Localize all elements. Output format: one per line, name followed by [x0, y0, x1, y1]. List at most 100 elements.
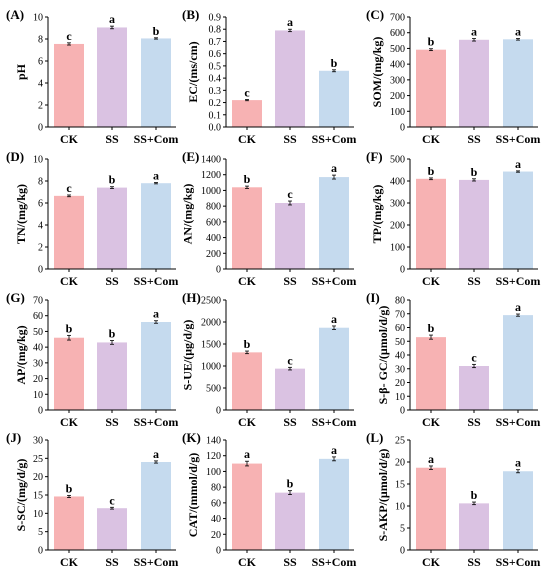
panel-h-label: (H)	[182, 290, 201, 305]
panel-g-x-tick-label: CK	[60, 415, 79, 429]
panel-c-y-tick-label: 500	[390, 44, 405, 55]
panel-b-bar-ss-com	[319, 70, 349, 127]
panel-g-y-tick-label: 0	[38, 406, 43, 417]
panel-i-bar-ss	[459, 366, 489, 410]
panel-a-y-tick-label: 8	[38, 35, 43, 46]
panel-d-y-tick-label: 6	[38, 199, 43, 210]
panel-e-y-tick-label: 200	[206, 249, 221, 260]
panel-a-y-tick-label: 6	[38, 57, 43, 68]
panel-k-x-tick-label: CK	[238, 555, 257, 567]
panel-g-significance-letter: a	[153, 307, 159, 321]
panel-h-bar-ss	[275, 368, 305, 410]
panel-g-y-tick-label: 10	[33, 390, 43, 401]
panel-d-y-axis-label: TN/(mg/kg)	[14, 184, 28, 244]
panel-h-significance-letter: c	[287, 353, 293, 367]
panel-c-y-tick-label: 400	[390, 60, 405, 71]
panel-h-significance-letter: b	[244, 337, 251, 351]
panel-j-label: (J)	[6, 430, 21, 445]
panel-c-significance-letter: a	[471, 25, 477, 39]
panel-f-y-tick-label: 100	[390, 243, 405, 254]
panel-b-y-tick-label: 0.0	[209, 123, 222, 134]
panel-d-bar-ss-com	[141, 183, 171, 269]
panel-h-x-tick-label: SS	[283, 415, 297, 429]
panel-b-y-axis-label: EC/(ms/cm)	[186, 41, 200, 102]
panel-e-x-tick-label: CK	[238, 274, 257, 288]
panel-b-y-tick-label: 0.8	[209, 25, 222, 36]
panel-i-y-tick-label: 0	[400, 406, 405, 417]
panel-g-y-tick-label: 70	[33, 296, 43, 307]
panel-c-x-tick-label: CK	[422, 132, 441, 146]
panel-a-y-tick-label: 10	[33, 13, 43, 24]
panel-i-significance-letter: c	[471, 350, 477, 364]
panel-f-x-tick-label: SS+Com	[496, 274, 541, 288]
panel-e-x-tick-label: SS+Com	[312, 274, 357, 288]
panel-e-y-tick-label: 1000	[201, 186, 221, 197]
panel-i-x-tick-label: SS	[467, 415, 481, 429]
panel-j-significance-letter: b	[66, 481, 73, 495]
panel-j-significance-letter: a	[153, 447, 159, 461]
panel-a-x-tick-label: SS+Com	[134, 132, 179, 146]
panel-b-label: (B)	[182, 7, 199, 22]
panel-d-x-tick-label: CK	[60, 274, 79, 288]
panel-k-x-tick-label: SS	[283, 555, 297, 567]
panel-g-bar-ss-com	[141, 322, 171, 410]
panel-d-x-tick-label: SS	[105, 274, 119, 288]
panel-a-y-axis-label: pH	[14, 63, 28, 80]
panel-k-y-tick-label: 0	[216, 546, 221, 557]
panel-j-y-tick-label: 20	[33, 472, 43, 483]
panel-h-y-tick-label: 500	[206, 384, 221, 395]
panel-c-y-tick-label: 300	[390, 75, 405, 86]
panel-l-y-tick-label: 15	[395, 480, 405, 491]
panel-l-y-axis-label: S-AKP/(μmol/d/g)	[376, 449, 390, 542]
panel-g-bar-ck	[54, 337, 84, 410]
panel-d-y-tick-label: 0	[38, 265, 43, 276]
panel-j-y-tick-label: 0	[38, 546, 43, 557]
panel-g-y-tick-label: 60	[33, 311, 43, 322]
panel-g-y-tick-label: 40	[33, 343, 43, 354]
panel-d-bar-ck	[54, 195, 84, 269]
panel-c-y-tick-label: 0	[400, 123, 405, 134]
panel-e-bar-ss-com	[319, 177, 349, 269]
panel-h-y-tick-label: 2500	[201, 296, 221, 307]
panel-e-y-tick-label: 400	[206, 233, 221, 244]
panel-h-bar-ck	[232, 352, 262, 410]
panel-c-y-axis-label: SOM/(mg/kg)	[370, 37, 384, 108]
panel-j-y-tick-label: 30	[33, 436, 43, 447]
panel-b-y-tick-label: 0.5	[209, 61, 222, 72]
panel-d-label: (D)	[6, 149, 24, 164]
panel-f-bar-ss	[459, 179, 489, 269]
panel-l-significance-letter: b	[471, 488, 478, 502]
panel-j-y-axis-label: S-SC/(mg/d/g)	[14, 459, 28, 532]
panel-a-bar-ss	[97, 27, 127, 128]
panel-b-y-tick-label: 0.2	[209, 98, 222, 109]
panel-j-bar-ss	[97, 508, 127, 550]
panel-i-y-tick-label: 70	[395, 309, 405, 320]
panel-e-y-tick-label: 0	[216, 265, 221, 276]
panel-i-label: (I)	[366, 290, 380, 305]
panel-l-bar-ss-com	[503, 471, 533, 550]
panel-j-significance-letter: c	[109, 493, 115, 507]
panel-b-bar-ck	[232, 100, 262, 127]
panel-h-significance-letter: a	[331, 312, 337, 326]
panel-i-significance-letter: a	[515, 300, 521, 314]
panel-b-x-tick-label: SS+Com	[312, 132, 357, 146]
panel-e-y-axis-label: AN/(mg/kg)	[181, 184, 195, 245]
panel-d-bar-ss	[97, 187, 127, 269]
panel-b-x-tick-label: SS	[283, 132, 297, 146]
panel-b-y-tick-label: 0.9	[209, 13, 222, 24]
panel-j-y-tick-label: 15	[33, 491, 43, 502]
panel-e-label: (E)	[182, 149, 199, 164]
panel-d-significance-letter: b	[109, 173, 116, 187]
panel-d-significance-letter: c	[66, 181, 72, 195]
panel-k-y-tick-label: 80	[211, 483, 221, 494]
panel-g-label: (G)	[6, 290, 25, 305]
panel-g-y-tick-label: 20	[33, 374, 43, 385]
panel-j-x-tick-label: CK	[60, 555, 79, 567]
panel-h-y-tick-label: 0	[216, 406, 221, 417]
panel-k-bar-ss	[275, 492, 305, 550]
panel-g-y-tick-label: 30	[33, 358, 43, 369]
panel-a-y-tick-label: 4	[38, 79, 43, 90]
panel-f-y-tick-label: 200	[390, 221, 405, 232]
panel-j-x-tick-label: SS	[105, 555, 119, 567]
